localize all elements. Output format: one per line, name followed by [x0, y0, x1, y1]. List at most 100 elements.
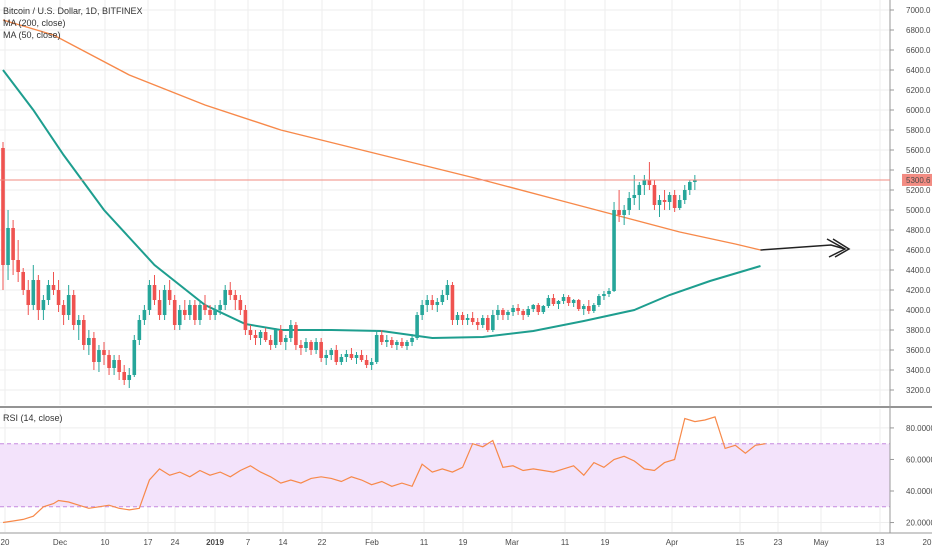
candle-body	[410, 338, 414, 342]
candle-body	[521, 311, 525, 315]
candle-body	[349, 354, 354, 358]
candle	[6, 210, 10, 280]
candle	[622, 205, 626, 225]
candle-body	[455, 315, 460, 320]
candle-body	[188, 305, 192, 315]
candle	[218, 300, 222, 315]
candle	[455, 312, 460, 325]
candle	[132, 335, 137, 377]
candle	[571, 299, 576, 307]
candle-body	[581, 306, 586, 309]
candle-body	[299, 345, 303, 348]
candle	[289, 320, 293, 342]
candle	[662, 190, 667, 210]
time-tick-label: Apr	[666, 538, 679, 547]
candle	[637, 182, 642, 210]
candle-body	[566, 297, 571, 303]
rsi-axis[interactable]: 20.0000 40.0000 60.0000 80.0000	[890, 424, 932, 528]
candle	[319, 338, 323, 362]
candle	[198, 300, 202, 325]
ma200-line	[2, 19, 761, 251]
candle-body	[571, 300, 576, 303]
candle	[268, 335, 273, 350]
candle-body	[233, 295, 238, 300]
candle-body	[364, 360, 369, 365]
rsi-line	[2, 416, 766, 524]
candle	[652, 180, 657, 210]
candle-body	[435, 302, 440, 305]
candle-body	[369, 362, 374, 365]
candle	[576, 299, 581, 311]
candle	[223, 285, 227, 310]
candle-body	[576, 300, 581, 309]
candle	[642, 175, 647, 195]
candle	[430, 295, 435, 310]
candle-body	[617, 210, 621, 215]
candle-body	[662, 200, 667, 202]
candle	[92, 332, 96, 370]
candle	[516, 304, 520, 315]
candle	[51, 272, 56, 295]
candle	[329, 348, 334, 360]
candle-body	[597, 296, 601, 305]
candle	[369, 358, 374, 370]
candle	[354, 352, 359, 364]
price-tick-label: 6600.0	[906, 46, 931, 55]
candle-body	[82, 320, 86, 345]
candle-body	[142, 310, 147, 320]
candle-body	[243, 310, 248, 330]
candle	[440, 290, 445, 305]
time-tick-label: Mar	[505, 538, 519, 547]
candle-body	[258, 332, 263, 338]
candle-body	[294, 325, 298, 345]
candle-body	[682, 190, 687, 200]
candle	[450, 282, 455, 325]
candle-body	[314, 342, 318, 350]
candle-body	[107, 355, 111, 368]
candle-body	[218, 305, 222, 310]
price-axis[interactable]: 3200.0 3400.0 3600.0 3800.0 4000.0 4200.0 4400…	[890, 6, 931, 395]
candle-body	[71, 295, 76, 325]
candle-body	[183, 310, 187, 315]
candle	[87, 330, 91, 355]
candle-body	[177, 310, 182, 325]
candle-body	[273, 330, 278, 345]
candle-body	[203, 305, 207, 310]
candle	[344, 350, 349, 362]
price-tick-label: 5000.0	[906, 206, 931, 215]
candle	[445, 280, 450, 300]
candle	[61, 300, 66, 325]
candle-body	[198, 305, 202, 320]
candle	[46, 280, 51, 305]
candle-body	[465, 318, 470, 320]
candle-body	[223, 290, 227, 305]
time-tick-label: 24	[171, 538, 180, 547]
candle	[491, 310, 495, 332]
time-tick-label: 11	[561, 538, 570, 547]
candle	[183, 300, 187, 320]
annotation-arrow[interactable]	[760, 238, 851, 258]
candle	[157, 290, 162, 320]
candle-body	[289, 325, 293, 338]
symbol-legend[interactable]: Bitcoin / U.S. Dollar, 1D, BITFINEX	[3, 6, 143, 16]
candle-body	[268, 340, 273, 345]
candle-body	[445, 285, 450, 295]
candle	[253, 330, 258, 345]
ma50-legend[interactable]: MA (50, close)	[3, 30, 61, 40]
candle	[152, 275, 157, 305]
candle-body	[248, 330, 253, 335]
candle-body	[46, 285, 51, 300]
candle-body	[657, 200, 662, 205]
candle	[627, 192, 631, 215]
candle	[501, 308, 505, 320]
candle	[475, 318, 480, 330]
candle	[587, 300, 591, 314]
time-axis[interactable]: 20 Dec 10 17 24 2019 7 14 22 Feb 11 19 Mar 11 19 Apr 15 2…	[1, 538, 932, 547]
ma200-legend[interactable]: MA (200, close)	[3, 18, 66, 28]
candle	[677, 195, 682, 210]
candle	[147, 280, 152, 315]
rsi-legend[interactable]: RSI (14, close)	[3, 413, 63, 423]
rsi-band	[0, 443, 890, 507]
time-tick-label: 19	[601, 538, 610, 547]
candle-body	[637, 185, 642, 195]
